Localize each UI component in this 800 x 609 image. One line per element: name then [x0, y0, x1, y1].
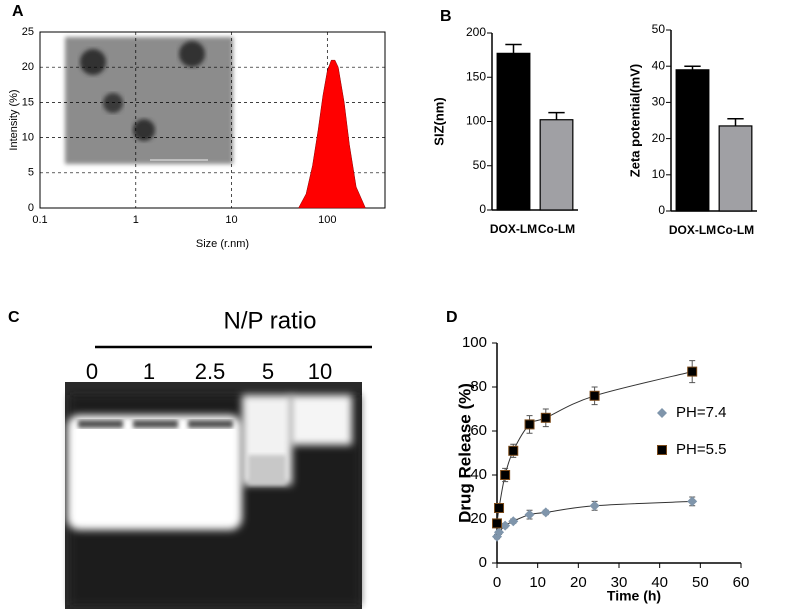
y-tick-label: 80 — [470, 378, 487, 395]
data-point — [494, 503, 505, 513]
y-tick-label: 10 — [652, 167, 666, 181]
data-point — [524, 509, 535, 520]
data-point — [657, 445, 667, 455]
data-point — [687, 366, 698, 377]
y-tick-label: 50 — [652, 22, 666, 36]
lane-label: 0 — [86, 359, 98, 384]
x-tick-label: 1 — [133, 214, 139, 226]
data-point — [508, 445, 519, 456]
x-tick-label: 100 — [318, 214, 336, 226]
data-point — [508, 516, 519, 527]
legend-label: PH=5.5 — [676, 441, 726, 458]
y-axis-title: SIZ(nm) — [431, 97, 446, 145]
x-tick-label: 10 — [529, 574, 546, 591]
x-axis-title: Time (h) — [607, 588, 661, 604]
x-tick-label: 0.1 — [32, 214, 47, 226]
x-tick-label: 10 — [225, 214, 237, 226]
error-bar — [684, 65, 701, 70]
panel-label: B — [440, 8, 452, 25]
size-distribution — [298, 59, 366, 209]
error-bar — [505, 43, 522, 54]
panel-label: C — [8, 309, 20, 326]
y-tick-label: 100 — [466, 114, 486, 128]
panel-label: D — [446, 309, 458, 326]
y-tick-label: 200 — [466, 25, 486, 39]
data-point — [494, 527, 505, 538]
legend-label: PH=7.4 — [676, 404, 726, 421]
data-point — [540, 507, 551, 518]
y-tick-label: 50 — [473, 158, 487, 172]
error-bar — [727, 117, 744, 126]
x-tick-label: 50 — [692, 574, 709, 591]
data-point — [589, 390, 600, 401]
gel: N/P ratio — [65, 307, 372, 609]
y-tick-label: 40 — [652, 58, 666, 72]
y-tick-label: 40 — [470, 466, 487, 483]
y-tick-label: 0 — [479, 202, 486, 216]
data-point — [524, 419, 535, 430]
x-tick-label: DOX-LM — [490, 222, 537, 236]
lane-label: 10 — [308, 359, 332, 384]
y-tick-label: 0 — [479, 554, 487, 571]
y-tick-label: 60 — [470, 422, 487, 439]
y-tick-label: 10 — [22, 132, 34, 144]
bar — [496, 52, 531, 211]
bar — [539, 119, 574, 211]
bar — [675, 69, 710, 212]
y-tick-label: 150 — [466, 69, 486, 83]
y-axis-title: Drug Release (%) — [455, 383, 474, 523]
data-point — [500, 470, 511, 480]
x-tick-label: 0 — [493, 574, 501, 591]
y-tick-label: 20 — [470, 510, 487, 527]
x-tick-label: 20 — [570, 574, 587, 591]
error-bar — [548, 111, 565, 120]
y-tick-label: 25 — [22, 26, 34, 38]
data-point — [687, 496, 698, 507]
data-point — [657, 408, 667, 418]
y-tick-label: 5 — [28, 167, 34, 179]
tem-inset — [65, 37, 233, 164]
lane-label: 2.5 — [195, 359, 226, 384]
lane-label: 5 — [262, 359, 274, 384]
gel-title: N/P ratio — [224, 307, 317, 334]
x-tick-label: DOX-LM — [669, 223, 716, 237]
bar — [718, 125, 753, 212]
panel-label: A — [12, 3, 24, 20]
y-tick-label: 20 — [22, 61, 34, 73]
x-tick-label: 60 — [733, 574, 750, 591]
y-tick-label: 20 — [652, 131, 666, 145]
data-point — [540, 412, 551, 423]
y-tick-label: 15 — [22, 96, 34, 108]
y-tick-label: 30 — [652, 95, 666, 109]
x-tick-label: 30 — [611, 574, 628, 591]
y-tick-label: 0 — [28, 202, 34, 214]
x-tick-label: Co-LM — [717, 223, 754, 237]
x-tick-label: Co-LM — [538, 222, 575, 236]
y-tick-label: 0 — [658, 203, 665, 217]
data-point — [589, 500, 600, 511]
y-axis-title: Intensity (%) — [8, 89, 20, 150]
x-axis-title: Size (r.nm) — [196, 238, 249, 250]
y-tick-label: 100 — [462, 334, 487, 351]
y-axis-title: Zeta potential(mV) — [627, 64, 642, 177]
data-point — [500, 520, 511, 531]
data-point — [492, 518, 502, 529]
lane-label: 1 — [143, 359, 155, 384]
plot-frame — [39, 31, 386, 209]
x-tick-label: 40 — [651, 574, 668, 591]
